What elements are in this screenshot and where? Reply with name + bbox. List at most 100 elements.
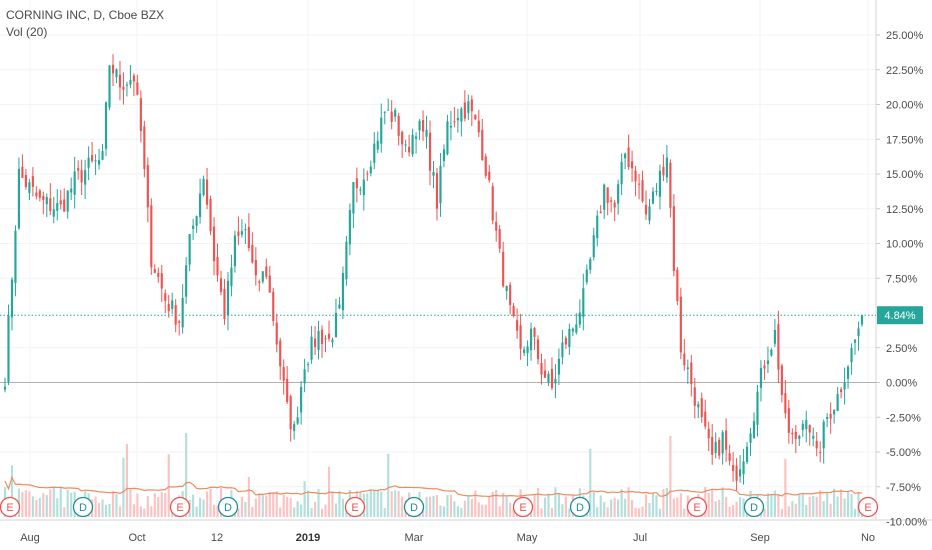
volume-bar bbox=[324, 504, 327, 517]
candle-body bbox=[718, 439, 721, 456]
volume-bar bbox=[637, 508, 641, 517]
dividend-marker[interactable] bbox=[743, 496, 765, 518]
candle-body bbox=[491, 186, 494, 221]
candle-body bbox=[624, 153, 627, 159]
candle-body bbox=[181, 297, 184, 328]
volume-bar bbox=[829, 503, 832, 517]
earnings-marker[interactable] bbox=[0, 496, 21, 518]
candle-body bbox=[66, 190, 69, 212]
volume-bar bbox=[42, 493, 45, 517]
candle-body bbox=[136, 82, 139, 95]
event-marker-label: D bbox=[79, 502, 87, 514]
candle-body bbox=[70, 188, 73, 193]
y-tick-label: 0.00% bbox=[886, 378, 917, 390]
y-tick-label: -5.00% bbox=[886, 447, 921, 459]
candle-body bbox=[613, 202, 616, 208]
candle-body bbox=[118, 74, 122, 88]
candle-body bbox=[745, 446, 749, 462]
volume-bar bbox=[108, 503, 111, 517]
volume-bar bbox=[331, 492, 334, 517]
candle-body bbox=[31, 176, 34, 187]
candle-body bbox=[512, 305, 515, 316]
candle-body bbox=[529, 328, 533, 351]
earnings-marker[interactable] bbox=[686, 496, 708, 518]
candle-body bbox=[108, 65, 111, 108]
candle-body bbox=[49, 198, 52, 212]
candle-body bbox=[7, 315, 10, 382]
candle-body bbox=[836, 394, 839, 411]
earnings-marker[interactable] bbox=[169, 496, 191, 518]
volume-bar bbox=[272, 493, 275, 517]
volume-bar bbox=[341, 498, 345, 517]
x-tick-label: Jul bbox=[633, 532, 647, 544]
volume-bar bbox=[432, 495, 435, 517]
candle-body bbox=[258, 281, 261, 283]
candle-body bbox=[265, 266, 268, 277]
volume-bar bbox=[209, 489, 212, 517]
volume-bar bbox=[735, 501, 738, 517]
candle-body bbox=[610, 200, 613, 202]
candle-body bbox=[331, 339, 334, 343]
volume-bar bbox=[453, 501, 456, 517]
candle-body bbox=[226, 280, 230, 316]
candle-body bbox=[519, 325, 522, 349]
volume-bar bbox=[620, 489, 623, 517]
volume-bar bbox=[279, 507, 282, 517]
y-tick-label: -2.50% bbox=[886, 412, 921, 424]
candle-body bbox=[575, 324, 578, 333]
candle-body bbox=[714, 441, 717, 454]
volume-bar bbox=[139, 506, 142, 517]
candle-body bbox=[669, 162, 672, 208]
candle-body bbox=[247, 226, 250, 249]
candle-body bbox=[840, 389, 843, 393]
volume-bar bbox=[738, 497, 742, 517]
candle-body bbox=[770, 349, 773, 356]
candle-body bbox=[690, 362, 693, 385]
candle-body bbox=[17, 168, 21, 229]
earnings-marker[interactable] bbox=[857, 496, 879, 518]
earnings-marker[interactable] bbox=[512, 496, 534, 518]
candle-body bbox=[293, 424, 296, 431]
earnings-marker[interactable] bbox=[344, 496, 366, 518]
dividend-marker[interactable] bbox=[72, 496, 94, 518]
volume-bar bbox=[394, 490, 397, 517]
volume-bar bbox=[369, 489, 372, 517]
volume-bar bbox=[502, 492, 505, 517]
candle-body bbox=[366, 173, 369, 175]
dividend-marker[interactable] bbox=[569, 496, 591, 518]
y-tick-label: 20.00% bbox=[886, 100, 924, 112]
candle-body bbox=[397, 115, 400, 136]
candle-body bbox=[526, 346, 529, 354]
candle-body bbox=[282, 366, 285, 381]
candle-body bbox=[324, 338, 327, 340]
candle-body bbox=[784, 393, 787, 414]
candle-body bbox=[829, 413, 832, 419]
candle-body bbox=[307, 364, 310, 366]
candle-body bbox=[428, 132, 432, 171]
candle-body bbox=[582, 288, 585, 317]
volume-bar bbox=[512, 508, 515, 517]
candle-body bbox=[268, 275, 271, 293]
volume-bar bbox=[554, 487, 557, 517]
candle-body bbox=[599, 211, 602, 214]
dividend-marker[interactable] bbox=[403, 496, 425, 518]
candle-body bbox=[442, 149, 446, 162]
volume-bar bbox=[397, 491, 400, 517]
event-marker-label: E bbox=[176, 502, 183, 514]
candle-body bbox=[244, 229, 247, 231]
volume-bar bbox=[21, 492, 24, 517]
candle-body bbox=[212, 226, 216, 262]
candle-body bbox=[554, 378, 557, 384]
candle-body bbox=[87, 157, 90, 168]
candle-body bbox=[352, 182, 355, 214]
dividend-marker[interactable] bbox=[217, 496, 239, 518]
candle-body bbox=[435, 173, 439, 209]
candle-body bbox=[630, 161, 634, 169]
volume-bar bbox=[481, 504, 484, 517]
candle-body bbox=[425, 129, 428, 137]
candle-body bbox=[463, 102, 466, 119]
candle-body bbox=[732, 465, 735, 471]
volume-bar bbox=[561, 504, 564, 517]
